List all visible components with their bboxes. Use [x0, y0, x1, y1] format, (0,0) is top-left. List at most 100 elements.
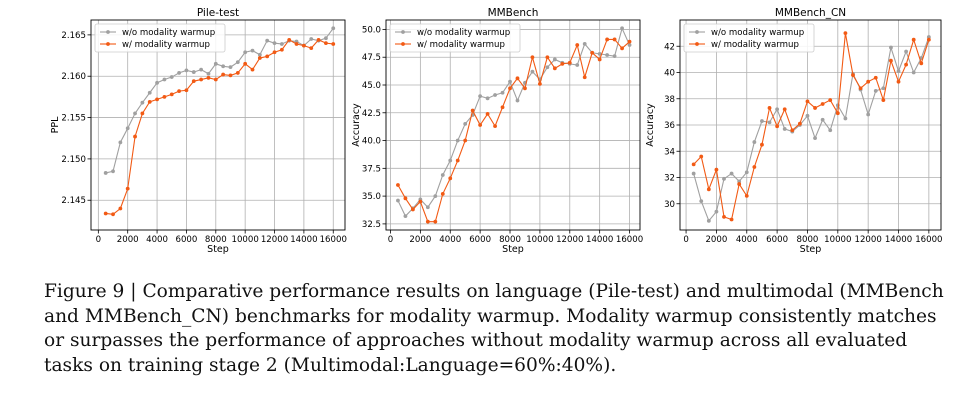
data-point: [926, 37, 931, 42]
data-point: [904, 62, 908, 67]
data-point: [722, 214, 726, 219]
data-point: [235, 60, 240, 65]
y-tick-label: 42.5: [362, 109, 381, 119]
x-tick-label: 0: [683, 235, 688, 245]
data-point: [250, 67, 255, 72]
series-2: [691, 31, 931, 222]
data-point: [722, 176, 726, 181]
data-point: [448, 158, 453, 163]
plot-frame: [385, 19, 641, 231]
data-point: [235, 71, 240, 75]
data-point: [737, 182, 742, 186]
data-point: [265, 54, 270, 59]
data-point: [294, 42, 299, 46]
data-point: [567, 60, 572, 65]
data-point: [744, 193, 749, 198]
data-point: [597, 57, 602, 62]
data-point: [530, 55, 535, 60]
data-point: [782, 127, 787, 131]
x-tick-label: 16000: [616, 235, 643, 245]
data-point: [191, 70, 196, 74]
x-axis-label: Step: [502, 244, 524, 255]
legend-swatch-marker: [401, 30, 405, 34]
data-point: [111, 169, 115, 174]
series-line: [693, 36, 930, 222]
data-point: [866, 79, 871, 84]
y-tick-label: 50.0: [362, 25, 381, 35]
legend-swatch-marker: [695, 30, 699, 34]
x-tick-label: 4000: [146, 235, 168, 245]
data-point: [620, 46, 624, 51]
legend-box: [94, 23, 226, 53]
data-point: [896, 79, 901, 84]
data-point: [866, 112, 871, 117]
data-point: [627, 39, 632, 44]
data-point: [851, 73, 855, 78]
chart-panel-1: 0 2000 4000 6000 8000 10000 12000 14000 16000 2.1…: [50, 7, 347, 255]
data-point: [737, 179, 742, 184]
data-point: [699, 199, 704, 204]
data-point: [605, 37, 610, 42]
data-point: [575, 43, 580, 47]
data-point: [440, 191, 445, 196]
data-point: [396, 198, 400, 203]
x-tick-label: 14000: [290, 235, 317, 245]
data-point: [425, 205, 430, 210]
data-point: [162, 94, 167, 99]
data-point: [493, 124, 497, 129]
data-point: [858, 86, 863, 91]
data-point: [478, 123, 483, 127]
data-point: [597, 51, 602, 56]
figure-caption: Figure 9 | Comparative performance resul…: [44, 281, 944, 376]
data-point: [118, 140, 123, 145]
data-point: [760, 119, 764, 123]
chart-title: Pile-test: [197, 7, 239, 19]
data-point: [714, 167, 719, 172]
x-tick-label: 8000: [797, 235, 819, 245]
data-point: [213, 77, 218, 82]
y-tick-label: 42: [664, 42, 675, 52]
data-point: [904, 49, 908, 54]
data-point: [272, 50, 277, 55]
x-tick-label: 6000: [469, 235, 491, 245]
data-point: [184, 68, 189, 73]
data-point: [706, 218, 711, 223]
data-point: [911, 37, 916, 42]
data-point: [813, 136, 817, 141]
x-tick-label: 14000: [885, 235, 912, 245]
data-point: [243, 61, 248, 66]
series-1: [103, 26, 336, 175]
chart-title: MMBench_CN: [775, 7, 846, 19]
data-point: [169, 92, 174, 97]
data-point: [590, 50, 595, 55]
data-point: [177, 89, 181, 94]
data-point: [530, 69, 535, 74]
x-tick-label: 10000: [526, 235, 553, 245]
data-point: [523, 86, 527, 91]
x-tick-label: 4000: [736, 235, 758, 245]
data-point: [448, 176, 453, 181]
data-point: [782, 107, 787, 112]
data-point: [279, 47, 284, 52]
data-point: [463, 121, 468, 126]
series-1: [691, 35, 931, 223]
data-point: [560, 61, 565, 66]
legend-label: w/o modality warmup: [122, 28, 215, 38]
series-2: [396, 37, 632, 224]
data-point: [729, 171, 734, 176]
legend-label: w/ modality warmup: [417, 40, 505, 50]
data-point: [620, 26, 624, 31]
y-tick-label: 2.145: [61, 196, 86, 206]
x-tick-label: 2000: [705, 235, 727, 245]
data-point: [221, 72, 226, 77]
data-point: [911, 70, 916, 75]
data-point: [843, 116, 848, 121]
data-point: [301, 43, 306, 48]
y-tick-label: 2.165: [61, 31, 86, 41]
x-tick-label: 2000: [117, 235, 139, 245]
data-point: [752, 140, 757, 144]
data-point: [575, 63, 580, 67]
data-point: [396, 183, 400, 187]
chart-panel-2: 0 2000 4000 6000 8000 10000 12000 14000 16000 32.…: [351, 7, 643, 255]
data-point: [463, 138, 468, 143]
